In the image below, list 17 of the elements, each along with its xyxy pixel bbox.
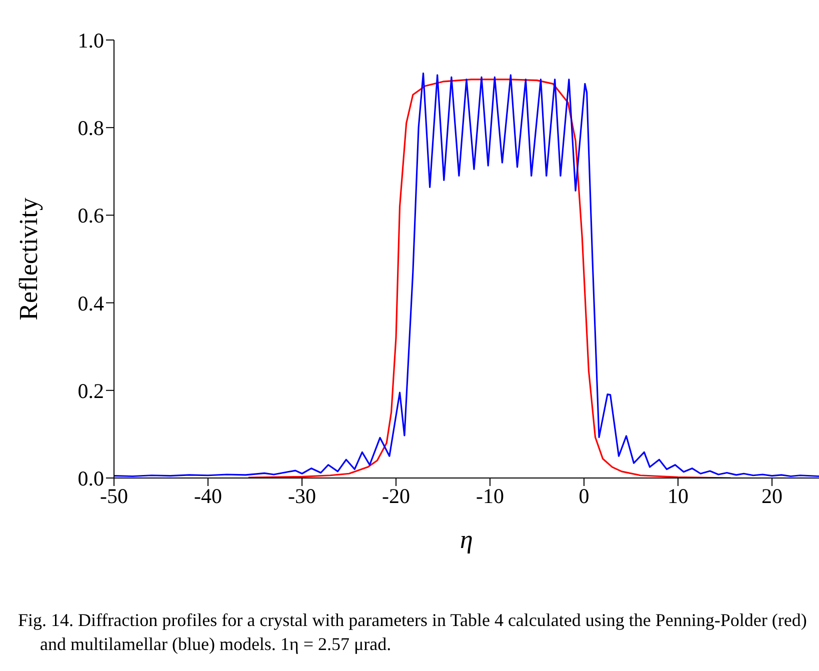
- y-axis-title: Reflectivity: [14, 198, 44, 320]
- y-tick-label: 1.0: [78, 28, 104, 52]
- y-tick-label: 0.2: [78, 378, 104, 403]
- x-tick-label: 20: [762, 484, 782, 508]
- x-axis-title: η: [460, 525, 473, 554]
- y-tick-label: 0.6: [78, 204, 104, 228]
- x-tick-label: -10: [476, 484, 504, 508]
- y-tick-label: 0.8: [78, 116, 104, 140]
- caption: Fig. 14. Diffraction profiles for a crystal with parameters in Table 4 calculated using the Penning-Polder (red) and multilamellar (blue) models. 1η = 2.57 μrad.: [18, 609, 808, 656]
- x-tick-label: -40: [194, 484, 222, 508]
- y-tick-label: 0.0: [78, 466, 104, 490]
- y-tick-label: 0.4: [78, 291, 104, 316]
- x-tick-label: 10: [668, 484, 688, 508]
- x-tick-label: -30: [288, 484, 316, 508]
- line-series: [248, 78, 732, 478]
- x-tick-label: -20: [382, 484, 410, 508]
- x-tick-label: 0: [578, 484, 590, 508]
